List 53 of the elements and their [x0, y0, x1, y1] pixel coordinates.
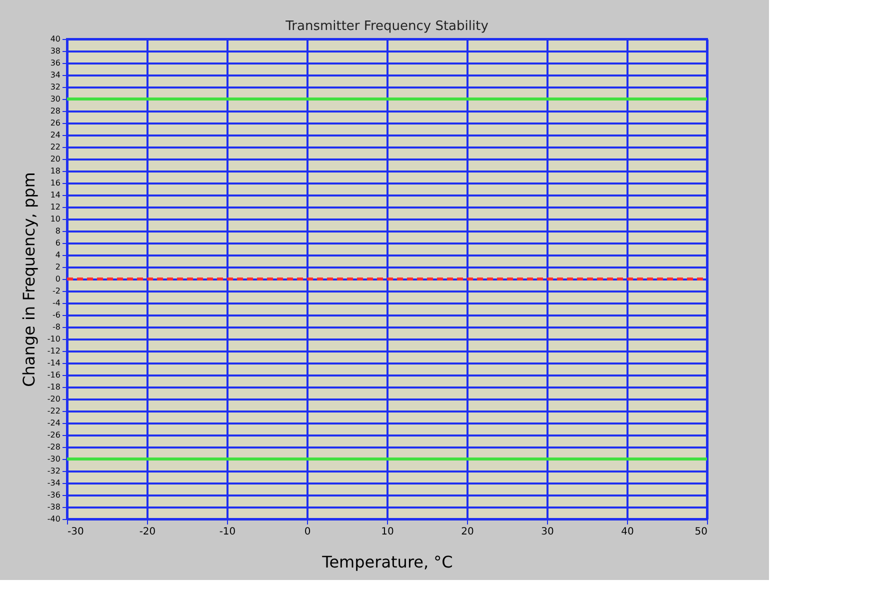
y-tick-label: -36 — [47, 490, 60, 500]
y-tick-label: -26 — [47, 430, 60, 440]
y-tick-label: -2 — [52, 286, 60, 296]
y-tick-label: -20 — [47, 394, 60, 404]
y-tick-label: 40 — [50, 34, 60, 44]
y-tick-label: 20 — [50, 154, 60, 164]
y-tick-label: 18 — [50, 166, 60, 176]
y-tick-label: 16 — [50, 178, 60, 188]
y-tick-label: -34 — [47, 478, 60, 488]
y-tick-label: 10 — [50, 214, 60, 224]
y-tick-label: -14 — [47, 358, 60, 368]
y-tick-label: 8 — [55, 226, 60, 236]
y-tick-label: -22 — [47, 406, 60, 416]
y-tick-label: 4 — [55, 250, 60, 260]
y-tick-label: 28 — [50, 106, 60, 116]
y-tick-label: 34 — [50, 70, 60, 80]
y-tick-label: -38 — [47, 502, 60, 512]
y-axis-title: Change in Frequency, ppm — [19, 172, 38, 387]
y-tick-label: 26 — [50, 118, 60, 128]
y-tick-label: -10 — [47, 334, 60, 344]
y-tick-label: 30 — [50, 94, 60, 104]
x-tick-label: 30 — [541, 526, 554, 538]
y-tick-label: 14 — [50, 190, 60, 200]
y-tick-label: 0 — [55, 274, 60, 284]
x-tick-label: -10 — [219, 526, 236, 538]
y-tick-label: 6 — [55, 238, 60, 248]
y-tick-label: 2 — [55, 262, 60, 272]
x-tick-label: 0 — [304, 526, 311, 538]
y-tick-label: 22 — [50, 142, 60, 152]
x-tick-label: -20 — [139, 526, 156, 538]
y-tick-label: -40 — [47, 514, 60, 524]
x-tick-label: 20 — [461, 526, 474, 538]
y-tick-label: -16 — [47, 370, 60, 380]
y-tick-label: -24 — [47, 418, 60, 428]
y-tick-label: -4 — [52, 298, 60, 308]
y-tick-label: 38 — [50, 46, 60, 56]
y-tick-label: -18 — [47, 382, 60, 392]
y-tick-label: -32 — [47, 466, 60, 476]
x-tick-label: -30 — [68, 526, 84, 538]
x-axis-title: Temperature, °C — [321, 552, 453, 572]
y-tick-label: 12 — [50, 202, 60, 212]
x-tick-label: 40 — [621, 526, 634, 538]
x-tick-label: 50 — [694, 526, 708, 538]
y-tick-label: -6 — [52, 310, 60, 320]
y-tick-label: -12 — [47, 346, 60, 356]
y-tick-label: 32 — [50, 82, 60, 92]
y-tick-label: 36 — [50, 58, 60, 68]
y-tick-label: 24 — [50, 130, 60, 140]
x-tick-label: 10 — [381, 526, 394, 538]
chart-title: Transmitter Frequency Stability — [284, 19, 489, 34]
y-tick-label: -28 — [47, 442, 60, 452]
y-tick-label: -8 — [52, 322, 60, 332]
y-tick-label: -30 — [47, 454, 60, 464]
